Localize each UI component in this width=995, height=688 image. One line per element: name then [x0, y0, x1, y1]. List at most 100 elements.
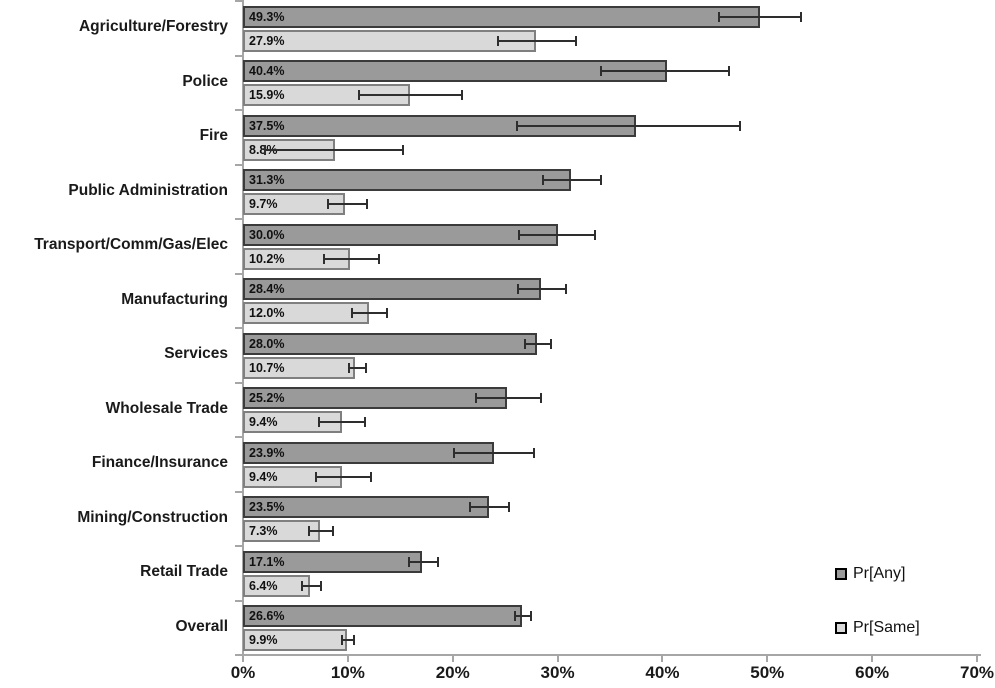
bar-any	[243, 223, 558, 246]
category-label: Services	[164, 345, 228, 363]
bar-value-label: 28.4%	[249, 282, 285, 296]
x-axis-tick	[976, 656, 978, 662]
error-bar-line	[300, 584, 322, 587]
legend-swatch-same-icon	[835, 622, 847, 634]
category-label: Manufacturing	[121, 290, 228, 308]
error-bar-cap-high	[550, 338, 553, 349]
error-bar-cap-high	[461, 90, 464, 100]
bar-value-label: 26.6%	[249, 609, 285, 623]
category-boundary-tick	[235, 600, 243, 602]
error-bar-line	[358, 94, 464, 96]
bar-value-label: 9.4%	[249, 415, 278, 429]
legend-entry-same: Pr[Same]	[835, 619, 920, 637]
category-boundary-tick	[235, 109, 243, 111]
error-bar-cap-high	[727, 66, 730, 76]
error-bar-line	[315, 475, 372, 478]
bar-value-label: 31.3%	[249, 173, 285, 187]
error-bar-cap-low	[469, 502, 472, 512]
error-bar-cap-low	[263, 144, 266, 155]
error-bar-cap-low	[718, 11, 720, 22]
category-label: Wholesale Trade	[105, 399, 228, 417]
error-bar-cap-high	[575, 35, 578, 46]
x-axis-tick-label: 70%	[959, 663, 995, 682]
x-axis-tick	[661, 656, 664, 662]
bar-value-label: 40.4%	[249, 64, 285, 78]
bar-value-label: 9.4%	[249, 469, 278, 484]
x-axis-tick-label: 40%	[645, 663, 680, 682]
error-bar-cap-high	[532, 447, 535, 458]
category-label: Fire	[199, 127, 228, 145]
error-bar-line	[515, 124, 742, 127]
legend-label-same: Pr[Same]	[853, 619, 920, 636]
error-bar-cap-low	[513, 611, 516, 621]
category-boundary-tick	[235, 327, 243, 329]
error-bar-cap-low	[315, 471, 318, 482]
error-bar-cap-low	[541, 175, 544, 185]
bar-value-label: 9.9%	[249, 633, 278, 647]
error-bar-line	[407, 560, 440, 563]
error-bar-cap-high	[594, 229, 597, 240]
x-axis-tick	[766, 656, 769, 662]
error-bar-cap-low	[322, 253, 325, 264]
bar-value-label: 15.9%	[249, 88, 285, 102]
error-bar-cap-low	[515, 120, 518, 131]
error-bar-line	[516, 288, 567, 290]
error-bar-line	[513, 615, 533, 617]
bar-value-label: 10.7%	[249, 360, 285, 375]
x-axis-tick-label: 60%	[855, 663, 890, 682]
x-axis-tick-label: 10%	[330, 663, 365, 682]
error-bar-line	[351, 312, 388, 314]
error-bar-cap-high	[739, 120, 742, 131]
error-bar-line	[452, 451, 535, 454]
error-bar-line	[263, 148, 405, 151]
error-bar-cap-low	[517, 229, 520, 240]
error-bar-cap-high	[799, 11, 802, 22]
error-bar-cap-low	[326, 199, 329, 209]
category-label: Transport/Comm/Gas/Elec	[34, 236, 228, 254]
error-bar-cap-high	[385, 308, 388, 318]
x-axis-tick	[451, 656, 454, 662]
error-bar-cap-high	[353, 635, 356, 645]
x-axis-tick	[346, 656, 349, 662]
error-bar-line	[326, 203, 368, 205]
bar-value-label: 37.5%	[249, 118, 285, 133]
bar-value-label: 27.9%	[249, 33, 285, 48]
error-bar-cap-high	[365, 199, 368, 209]
bar-value-label: 9.7%	[249, 197, 278, 211]
error-bar-cap-high	[364, 362, 367, 373]
category-label: Overall	[175, 617, 228, 635]
category-boundary-tick	[235, 0, 243, 2]
error-bar-line	[318, 421, 366, 423]
error-bar-line	[340, 639, 356, 641]
error-bar-cap-high	[319, 580, 322, 591]
error-bar-cap-low	[347, 362, 350, 373]
category-label: Retail Trade	[140, 563, 228, 581]
bar-value-label: 28.0%	[249, 336, 285, 351]
category-boundary-tick	[235, 436, 243, 438]
bar-value-label: 7.3%	[249, 524, 278, 538]
y-axis-line	[242, 0, 244, 655]
error-bar-cap-low	[318, 417, 321, 427]
category-label: Agriculture/Forestry	[78, 18, 228, 36]
error-bar-cap-low	[407, 556, 410, 567]
legend-entry-any: Pr[Any]	[835, 565, 905, 583]
error-bar-cap-low	[340, 635, 343, 645]
error-bar-cap-low	[358, 90, 361, 100]
bar-value-label: 23.5%	[249, 500, 285, 514]
error-bar-cap-low	[496, 35, 499, 46]
error-bar-line	[517, 233, 597, 236]
bar-any	[243, 278, 541, 300]
error-bar-cap-high	[539, 393, 542, 403]
error-bar-cap-high	[369, 471, 372, 482]
error-bar-line	[524, 342, 553, 345]
category-boundary-tick	[235, 218, 243, 220]
error-bar-cap-high	[332, 526, 335, 536]
x-axis-tick-label: 50%	[750, 663, 785, 682]
x-axis-tick-label: 0%	[230, 663, 256, 682]
error-bar-cap-low	[524, 338, 527, 349]
error-bar-line	[496, 39, 578, 42]
category-label: Police	[182, 72, 228, 90]
error-bar-cap-high	[508, 502, 511, 512]
bar-value-label: 8.8%	[249, 143, 278, 156]
